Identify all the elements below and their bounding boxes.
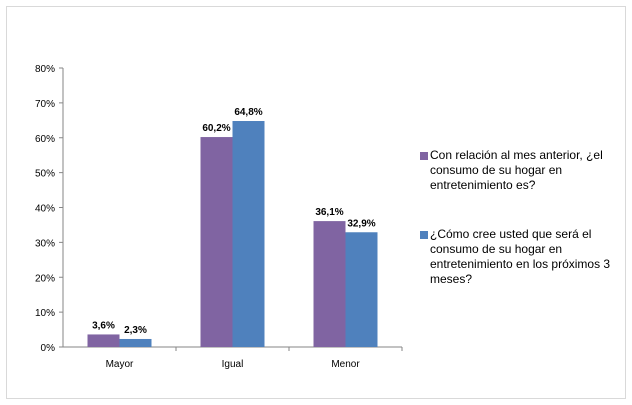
data-label: 60,2% xyxy=(202,123,230,134)
y-tick-label: 30% xyxy=(35,238,55,249)
y-tick-label: 40% xyxy=(35,204,55,215)
y-tick-label: 70% xyxy=(35,99,55,110)
y-tick-label: 0% xyxy=(41,343,56,354)
legend-item-series-2: ¿Cómo cree usted que será el consumo de … xyxy=(420,227,625,287)
y-tick-label: 80% xyxy=(35,64,55,75)
bar-series-1 xyxy=(87,334,120,347)
bar-series-2 xyxy=(232,121,265,347)
y-tick-label: 50% xyxy=(35,169,55,180)
legend-swatch-series-2 xyxy=(420,231,428,239)
legend-label-series-2: ¿Cómo cree usted que será el consumo de … xyxy=(430,227,611,286)
data-label: 2,3% xyxy=(124,325,147,336)
chart-legend: Con relación al mes anterior, ¿el consum… xyxy=(420,148,625,321)
y-tick-label: 60% xyxy=(35,134,55,145)
legend-label-series-1: Con relación al mes anterior, ¿el consum… xyxy=(430,148,603,192)
bar-series-2 xyxy=(119,338,152,347)
y-tick-label: 10% xyxy=(35,308,55,319)
bar-series-1 xyxy=(313,221,346,347)
bar-series-2 xyxy=(345,232,378,347)
y-tick-label: 20% xyxy=(35,273,55,284)
data-label: 36,1% xyxy=(315,207,343,218)
legend-swatch-series-1 xyxy=(420,152,428,160)
data-label: 64,8% xyxy=(234,107,262,118)
x-tick-label: Igual xyxy=(222,359,244,370)
data-label: 32,9% xyxy=(347,218,375,229)
bar-series-1 xyxy=(200,137,233,347)
data-label: 3,6% xyxy=(92,320,115,331)
legend-item-series-1: Con relación al mes anterior, ¿el consum… xyxy=(420,148,625,193)
x-tick-label: Menor xyxy=(331,359,360,370)
x-tick-label: Mayor xyxy=(106,359,134,370)
